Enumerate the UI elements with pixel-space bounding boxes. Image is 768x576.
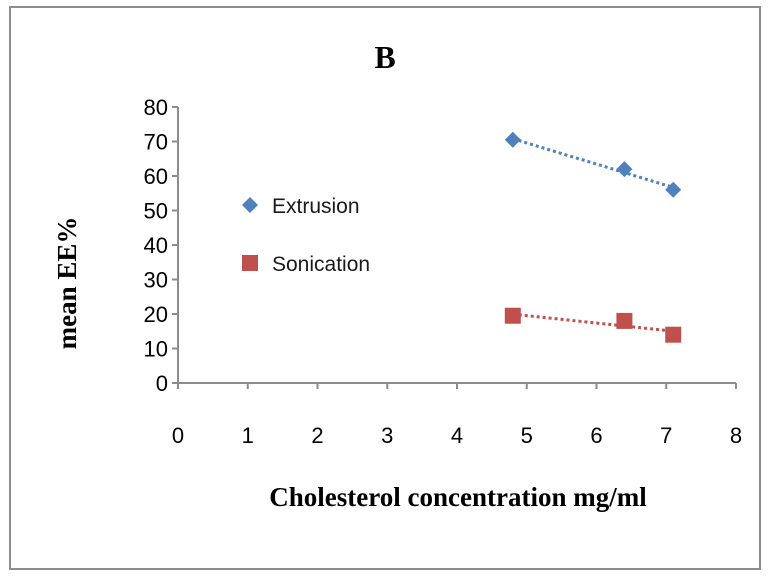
y-tick-label: 10 <box>144 337 168 362</box>
trendline-sonication <box>512 312 674 333</box>
legend-marker-extrusion <box>242 197 258 213</box>
y-tick-label: 50 <box>144 199 168 224</box>
x-tick-label: 8 <box>730 423 742 448</box>
trendlines <box>512 137 674 333</box>
data-point-sonication <box>616 312 633 329</box>
x-tick-labels: 0 1 2 3 4 5 6 7 8 <box>172 383 742 448</box>
chart-border <box>9 6 761 570</box>
chart-title: B <box>374 39 395 75</box>
x-tick-label: 3 <box>381 423 393 448</box>
y-tick-label: 0 <box>156 371 168 396</box>
y-tick-label: 30 <box>144 268 168 293</box>
x-tick-label: 2 <box>311 423 323 448</box>
y-tick-label: 70 <box>144 130 168 155</box>
legend-label-extrusion: Extrusion <box>272 195 360 218</box>
data-point-sonication <box>665 326 682 343</box>
x-axis-label: Cholesterol concentration mg/ml <box>269 482 647 512</box>
trendline-extrusion <box>512 137 674 189</box>
y-tick-label: 80 <box>144 95 168 120</box>
data-point-extrusion <box>504 131 521 148</box>
y-tick-label: 60 <box>144 164 168 189</box>
legend-marker-sonication <box>242 255 258 271</box>
data-points <box>504 131 682 343</box>
x-tick-label: 6 <box>590 423 602 448</box>
y-tick-label: 40 <box>144 233 168 258</box>
x-tick-label: 5 <box>521 423 533 448</box>
data-point-sonication <box>504 307 521 324</box>
x-tick-label: 4 <box>451 423 463 448</box>
data-point-extrusion <box>616 161 633 178</box>
y-tick-label: 20 <box>144 302 168 327</box>
y-axis-label: mean EE% <box>52 217 82 350</box>
y-tick-labels: 0 10 20 30 40 50 60 70 80 <box>144 95 178 396</box>
legend-label-sonication: Sonication <box>272 253 370 276</box>
x-tick-label: 1 <box>242 423 254 448</box>
legend: Extrusion Sonication <box>242 195 370 276</box>
data-point-extrusion <box>665 181 682 198</box>
x-tick-label: 0 <box>172 423 184 448</box>
x-tick-label: 7 <box>660 423 672 448</box>
